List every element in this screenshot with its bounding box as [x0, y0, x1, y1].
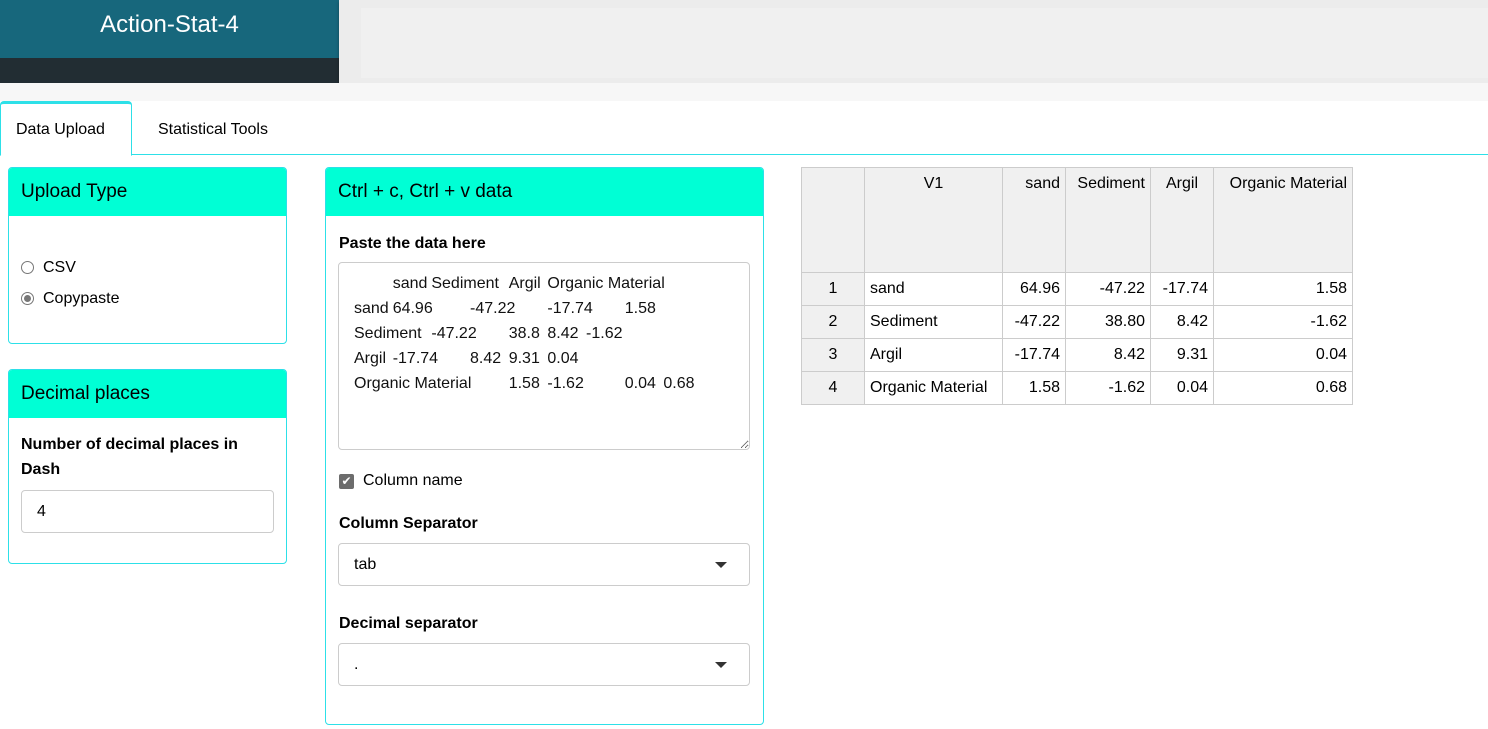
table-row: 2 Sediment -47.22 38.80 8.42 -1.62 — [801, 305, 1353, 339]
table-row: 4 Organic Material 1.58 -1.62 0.04 0.68 — [801, 371, 1353, 405]
decimal-separator-label: Decimal separator — [339, 615, 478, 632]
column-header: Organic Material — [1213, 167, 1353, 273]
box-title: Decimal places — [9, 370, 286, 418]
decimal-places-input[interactable]: 4 — [21, 490, 274, 533]
column-header: Sediment — [1065, 167, 1151, 273]
sidebar-toggle-bar — [0, 58, 339, 83]
radio-icon[interactable] — [21, 261, 34, 274]
radio-copypaste[interactable]: Copypaste — [9, 283, 286, 314]
paste-label: Paste the data here — [339, 235, 486, 252]
top-navbar — [339, 0, 1488, 83]
checkbox-checked-icon[interactable]: ✔ — [339, 473, 354, 489]
decimal-places-box: Decimal places Number of decimal places … — [8, 369, 287, 564]
tab-data-upload[interactable]: Data Upload — [0, 101, 132, 156]
box-title: Upload Type — [9, 168, 286, 216]
app-title: Action-Stat-4 — [0, 0, 339, 58]
tab-statistical-tools[interactable]: Statistical Tools — [158, 121, 268, 138]
column-header: V1 — [864, 167, 1003, 273]
column-separator-select[interactable]: tab — [338, 543, 750, 586]
upload-type-box: Upload Type CSV Copypaste — [8, 167, 287, 344]
radio-selected-icon[interactable] — [21, 292, 34, 305]
table-header-row: V1 sand Sediment Argil Organic Material — [801, 167, 1353, 273]
decimal-places-label: Number of decimal places in Dash — [21, 436, 238, 478]
caret-down-icon — [715, 662, 727, 668]
box-title: Ctrl + c, Ctrl + v data — [326, 168, 763, 216]
paste-data-box: Ctrl + c, Ctrl + v data Paste the data h… — [325, 167, 764, 725]
tab-bar: Data Upload Statistical Tools — [0, 101, 1488, 156]
table-row: 3 Argil -17.74 8.42 9.31 0.04 — [801, 338, 1353, 372]
paste-data-textarea[interactable]: sand Sediment Argil Organic Material san… — [338, 262, 750, 450]
table-row: 1 sand 64.96 -47.22 -17.74 1.58 — [801, 272, 1353, 306]
column-header — [801, 167, 865, 273]
column-header: sand — [1002, 167, 1066, 273]
column-header: Argil — [1150, 167, 1214, 273]
column-separator-label: Column Separator — [339, 515, 478, 532]
data-table: V1 sand Sediment Argil Organic Material … — [801, 167, 1353, 405]
decimal-separator-select[interactable]: . — [338, 643, 750, 686]
caret-down-icon — [715, 562, 727, 568]
radio-csv[interactable]: CSV — [9, 252, 286, 283]
column-name-checkbox[interactable]: ✔ Column name — [339, 472, 463, 490]
